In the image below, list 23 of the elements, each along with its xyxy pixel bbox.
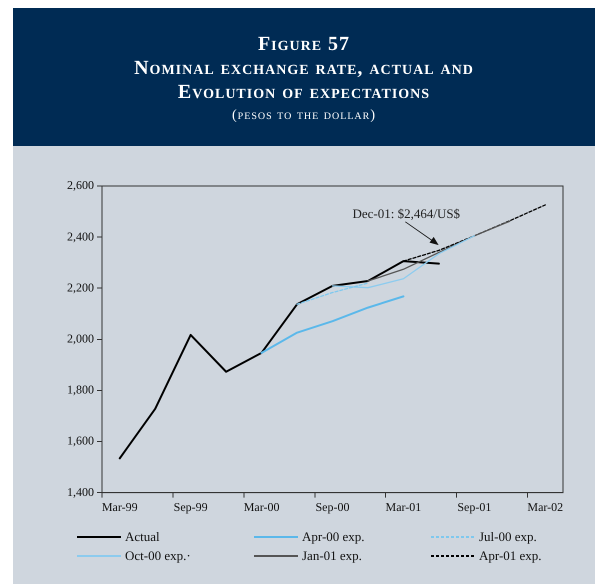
x-tick-label: Mar-02 — [527, 500, 564, 514]
legend-label: Apr-00 exp. — [302, 528, 365, 544]
y-tick-label: 1,800 — [67, 382, 94, 397]
chart-title: Figure 57 Nominal exchange rate, actual and Evolution of expectations — [133, 32, 475, 104]
legend-label: Jul-00 exp. — [479, 528, 537, 544]
annotation: Dec-01: $2,464/US$ — [352, 206, 461, 221]
x-tick-label: Sep-99 — [174, 500, 208, 514]
x-tick-label: Mar-01 — [386, 500, 422, 514]
y-tick-label: 2,600 — [67, 178, 94, 192]
y-tick-label: 1,400 — [67, 484, 94, 499]
y-tick-label: 1,600 — [67, 434, 94, 448]
y-tick-label: 2,000 — [67, 331, 94, 346]
x-tick-label: Mar-00 — [244, 500, 280, 514]
chart-subtitle: (pesos to the dollar) — [231, 108, 377, 124]
legend-label: Oct-00 exp.· — [125, 548, 191, 564]
y-tick-label: 2,400 — [67, 229, 94, 244]
x-tick-label: Sep-00 — [316, 500, 350, 514]
legend-label: Jan-01 exp. — [302, 548, 362, 564]
legend-label: Apr-01 exp. — [479, 548, 542, 564]
legend-label: Actual — [125, 528, 160, 544]
x-tick-label: Sep-01 — [457, 500, 492, 514]
y-tick-label: 2,200 — [67, 280, 94, 294]
x-tick-label: Mar-99 — [102, 500, 138, 514]
